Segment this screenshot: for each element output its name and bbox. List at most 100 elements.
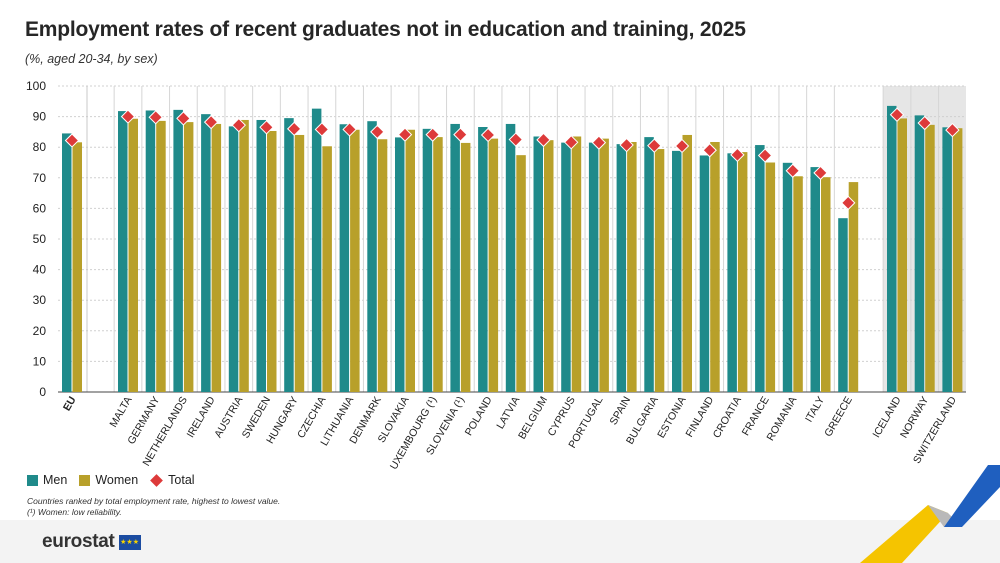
- bar-men: [339, 124, 350, 392]
- bar-women: [682, 134, 692, 392]
- bar-men: [173, 109, 183, 393]
- bar-men: [914, 115, 925, 392]
- footer-band: [0, 520, 1000, 563]
- legend-label-men: Men: [43, 473, 68, 487]
- bar-women: [350, 129, 360, 392]
- bar-women: [267, 130, 277, 392]
- bar-men: [810, 167, 820, 392]
- marker-total: [148, 110, 163, 125]
- marker-total: [259, 120, 274, 135]
- marker-total: [619, 137, 634, 153]
- legend-marker-total: [150, 473, 164, 487]
- chart-notes: Countries ranked by total employment rat…: [27, 496, 280, 518]
- marker-total: [730, 147, 745, 163]
- bar-men: [782, 162, 793, 392]
- eurostat-logo: eurostat ★★★: [42, 531, 141, 553]
- bar-women: [793, 176, 803, 392]
- y-tick-label: 90: [33, 110, 47, 124]
- marker-total: [889, 107, 905, 122]
- corner-ribbon-decoration: [860, 465, 1000, 563]
- bar-men: [533, 136, 543, 392]
- marker-total: [314, 122, 330, 137]
- x-tick-label: POLAND: [463, 394, 495, 438]
- marker-total: [674, 138, 690, 154]
- bar-women: [239, 119, 249, 392]
- bar-men: [588, 142, 599, 392]
- legend-label-total: Total: [168, 473, 195, 487]
- marker-total: [370, 124, 385, 140]
- bar-men: [311, 108, 322, 393]
- bar-men: [755, 145, 765, 392]
- marker-total: [120, 109, 136, 124]
- bar-men: [838, 218, 848, 392]
- marker-total: [176, 111, 191, 126]
- bar-men: [395, 137, 405, 392]
- bar-women: [183, 122, 194, 392]
- bar-men: [644, 137, 654, 392]
- marker-total: [231, 117, 247, 133]
- bar-men: [450, 123, 460, 392]
- x-tick-label: GREECE: [822, 395, 855, 439]
- chart-subtitle: (%, aged 20-34, by sex): [25, 52, 158, 66]
- bar-women: [377, 139, 388, 392]
- bar-women: [848, 182, 859, 392]
- marker-total: [813, 165, 828, 181]
- y-tick-label: 40: [33, 263, 47, 277]
- bar-men: [118, 111, 128, 392]
- x-tick-label: ITALY: [803, 395, 827, 425]
- marker-total: [785, 163, 801, 178]
- note-reliability: (¹) Women: low reliability.: [27, 507, 122, 517]
- y-tick-label: 60: [33, 201, 47, 215]
- bar-men: [228, 126, 239, 392]
- marker-total: [342, 122, 357, 137]
- bar-women: [72, 142, 82, 392]
- ribbon-blue: [944, 465, 1000, 527]
- bar-women: [710, 141, 720, 392]
- bar-women: [433, 137, 443, 392]
- bar-men: [145, 110, 156, 392]
- marker-total: [508, 132, 524, 147]
- x-tick-label: LATVIA: [494, 395, 522, 432]
- y-tick-label: 80: [33, 140, 47, 154]
- bar-women: [627, 141, 637, 392]
- y-tick-label: 10: [33, 354, 47, 368]
- y-tick-label: 100: [26, 79, 46, 93]
- y-tick-label: 20: [33, 324, 47, 338]
- bar-women: [925, 124, 935, 392]
- bar-men: [887, 105, 897, 392]
- bar-men: [699, 155, 710, 392]
- marker-total: [563, 135, 579, 150]
- bar-women: [952, 128, 963, 392]
- bar-women: [571, 136, 582, 392]
- bar-men: [478, 127, 488, 392]
- legend-swatch-women: [79, 474, 91, 486]
- bar-women: [737, 152, 748, 392]
- marker-total: [840, 195, 856, 211]
- legend-item-women: Women: [79, 473, 138, 487]
- marker-total: [536, 132, 551, 148]
- bar-women: [405, 129, 415, 392]
- y-tick-label: 50: [33, 232, 47, 246]
- chart-legend: Men Women Total: [27, 473, 207, 487]
- bar-women: [544, 140, 554, 392]
- bar-women: [897, 118, 907, 392]
- eu-flag-icon: ★★★: [118, 534, 141, 550]
- bar-men: [367, 121, 377, 392]
- marker-total: [757, 148, 773, 163]
- marker-total: [397, 127, 413, 142]
- bar-women: [516, 155, 526, 392]
- marker-total: [425, 127, 440, 142]
- bar-women: [599, 138, 609, 392]
- chart-title: Employment rates of recent graduates not…: [25, 18, 746, 41]
- bar-women: [460, 142, 471, 392]
- bar-men: [284, 118, 294, 392]
- bar-women: [156, 120, 166, 392]
- bar-men: [62, 133, 72, 392]
- bar-women: [322, 146, 332, 392]
- bar-women: [654, 149, 665, 392]
- bar-women: [765, 162, 776, 392]
- marker-total: [702, 143, 717, 158]
- bar-men: [201, 114, 211, 392]
- bar-men: [942, 127, 952, 392]
- y-tick-label: 70: [33, 171, 47, 185]
